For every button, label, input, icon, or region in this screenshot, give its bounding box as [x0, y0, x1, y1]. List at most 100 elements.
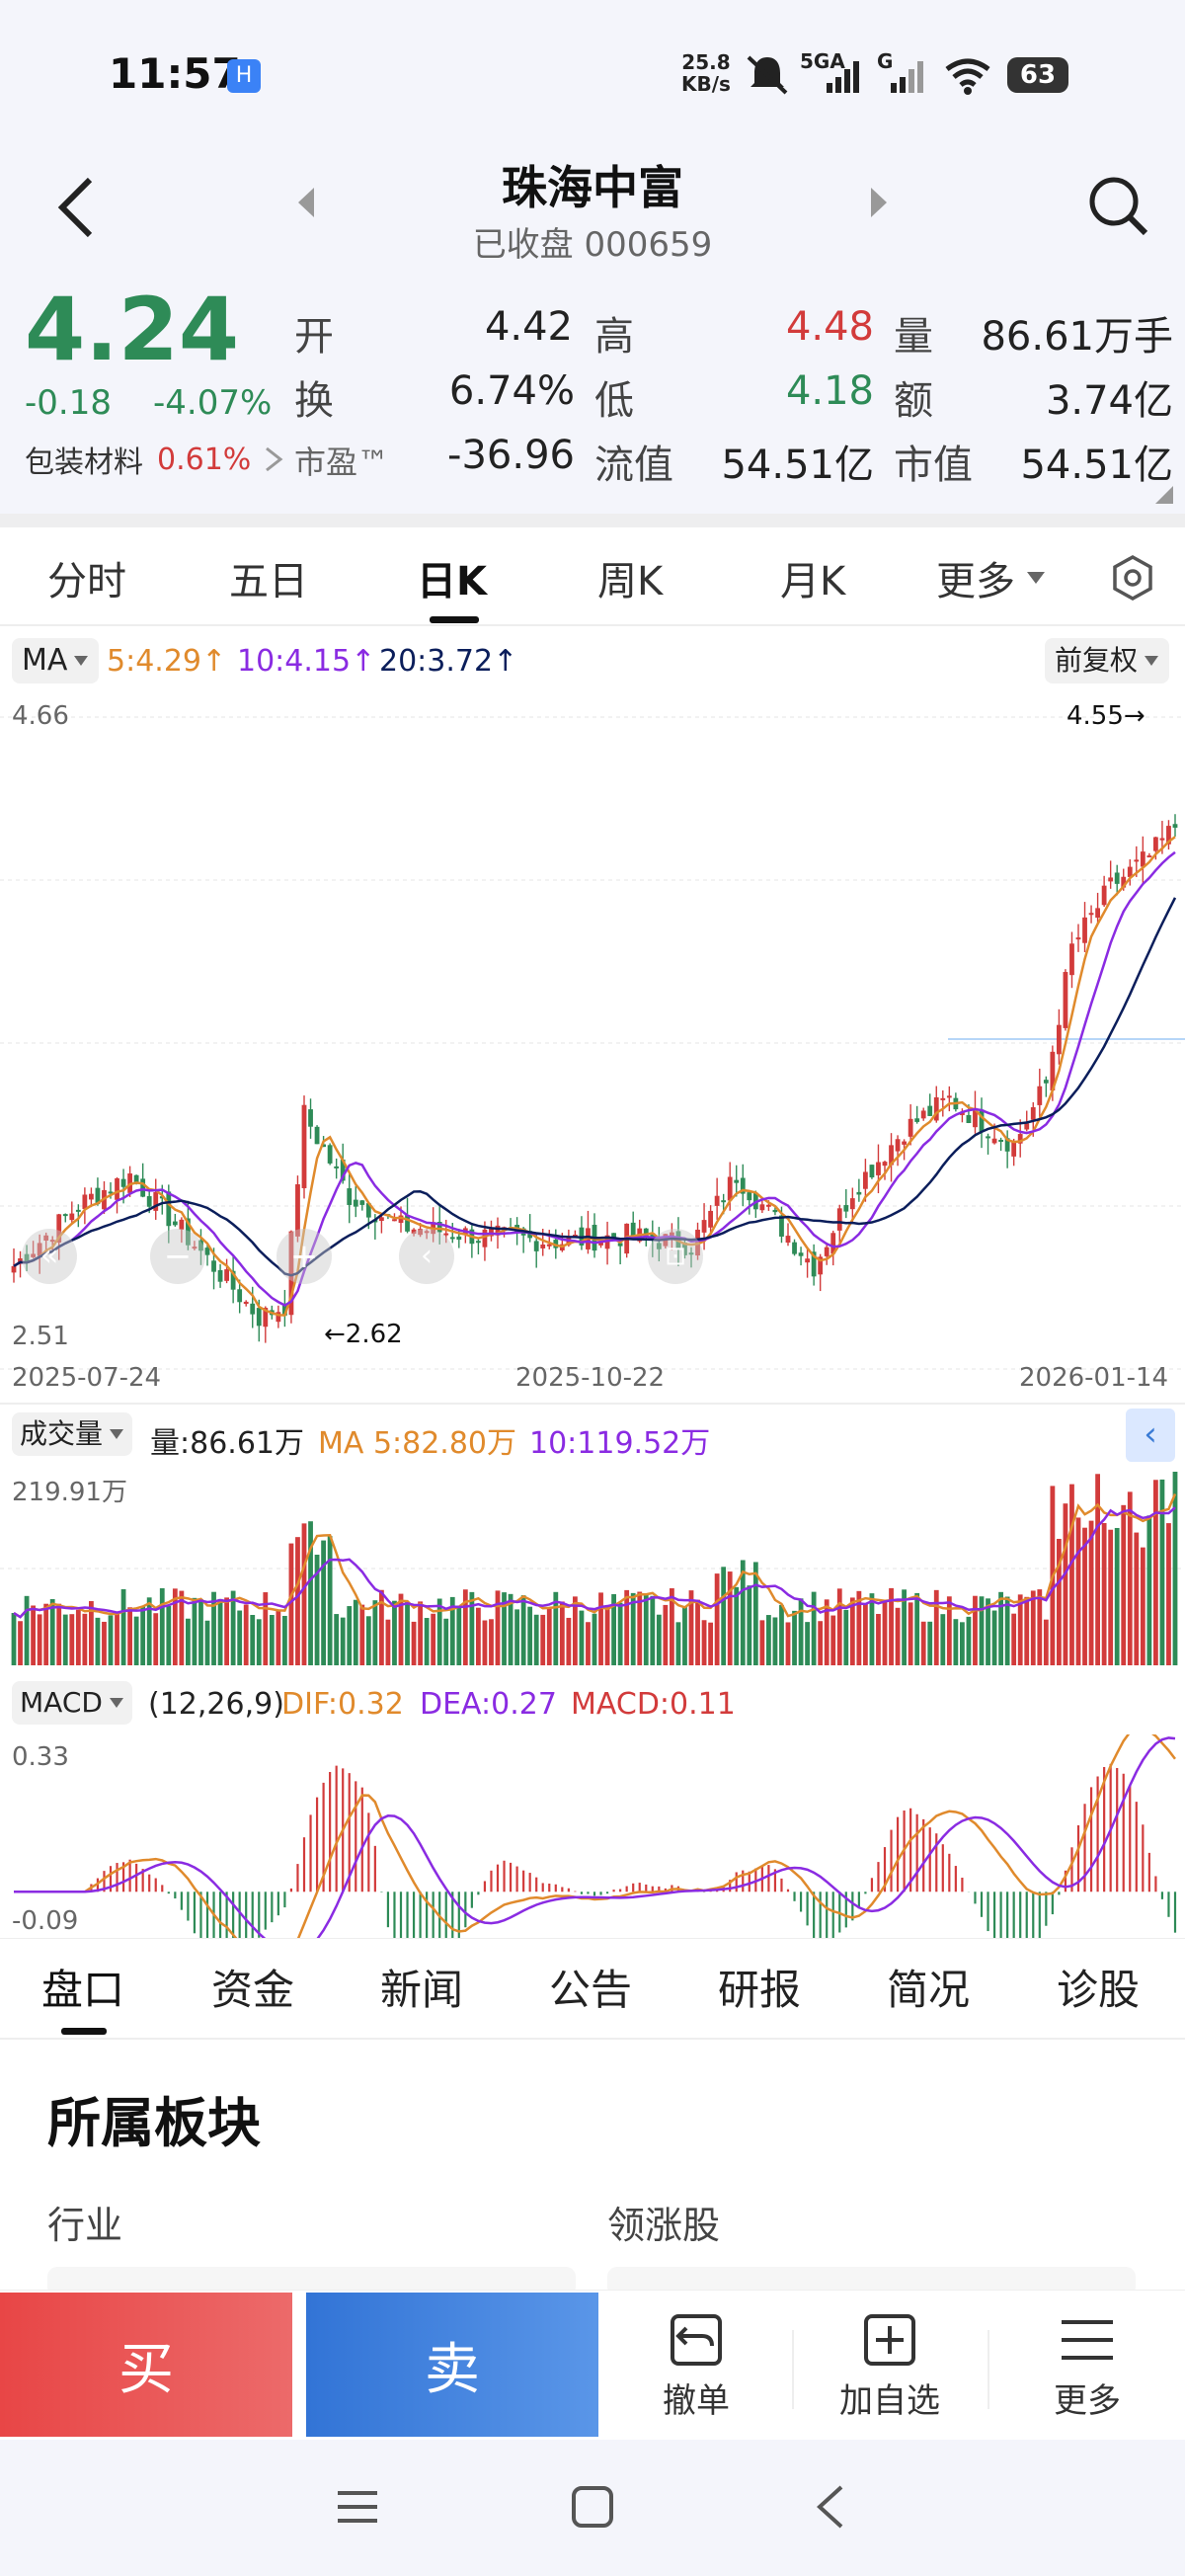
- candle-body: [973, 1107, 978, 1128]
- volume-chart[interactable]: [0, 1458, 1185, 1675]
- candle-body: [553, 1240, 559, 1248]
- tab-funds[interactable]: 资金: [211, 1966, 295, 2014]
- expand-corner-icon[interactable]: [1155, 486, 1173, 504]
- tab-intraday[interactable]: 分时: [47, 559, 126, 604]
- volume-bar: [353, 1599, 358, 1665]
- search-icon[interactable]: [1086, 174, 1151, 239]
- candlestick-chart[interactable]: [0, 697, 1185, 1409]
- macd-bar-value: MACD:0.11: [571, 1687, 736, 1722]
- adjust-selector[interactable]: 前复权: [1045, 638, 1170, 684]
- candle-body: [489, 1228, 494, 1237]
- back-icon[interactable]: [54, 176, 98, 239]
- volume-bar: [559, 1601, 565, 1665]
- volume-bar: [295, 1537, 300, 1665]
- macd-selector[interactable]: MACD: [12, 1681, 132, 1725]
- scroll-left-button[interactable]: ‹: [399, 1229, 454, 1284]
- collapse-panel-button[interactable]: ‹: [1126, 1409, 1175, 1462]
- recent-apps-icon[interactable]: [336, 2485, 379, 2529]
- candle-body: [95, 1187, 101, 1205]
- candle-body: [1069, 943, 1074, 976]
- sell-button[interactable]: 卖: [306, 2293, 598, 2437]
- candle-body: [146, 1196, 152, 1207]
- market-cap-label: 市值: [894, 443, 973, 488]
- sector-link[interactable]: 包装材料 0.61%: [25, 438, 286, 481]
- volume-bar: [334, 1614, 340, 1665]
- ma10-text: 10:4.15: [237, 644, 352, 679]
- buy-button[interactable]: 买: [0, 2293, 292, 2437]
- candle-body: [31, 1253, 36, 1257]
- tab-daily-k[interactable]: 日K: [417, 559, 487, 604]
- candle-body: [424, 1231, 430, 1234]
- low-marker: ←2.62: [324, 1320, 403, 1349]
- ma-selector[interactable]: MA: [12, 638, 100, 684]
- candle-body: [1159, 838, 1165, 841]
- ma-label: MA: [22, 643, 68, 678]
- candle-body: [120, 1178, 126, 1187]
- nav-back-icon[interactable]: [812, 2483, 847, 2531]
- ma10-line: [13, 850, 1176, 1307]
- tab-more[interactable]: 更多: [936, 549, 1047, 606]
- volume-bar: [211, 1591, 216, 1665]
- candle-body: [263, 1308, 269, 1328]
- candle-body: [998, 1139, 1003, 1142]
- volume-bar: [1121, 1504, 1127, 1665]
- candle-body: [966, 1114, 972, 1123]
- volume-bar: [856, 1590, 862, 1665]
- home-icon[interactable]: [571, 2485, 614, 2529]
- candle-body: [1134, 859, 1140, 862]
- volume-selector[interactable]: 成交量: [12, 1412, 133, 1456]
- reset-view-button[interactable]: ⊡: [648, 1229, 703, 1284]
- tab-research[interactable]: 研报: [718, 1966, 802, 2014]
- candle-body: [876, 1162, 881, 1175]
- volume-bar: [392, 1600, 397, 1665]
- tab-announcements[interactable]: 公告: [549, 1966, 633, 2014]
- scroll-start-button[interactable]: «: [22, 1229, 77, 1284]
- tab-handicap[interactable]: 盘口: [41, 1966, 125, 2014]
- stock-name: 珠海中富: [502, 161, 683, 214]
- candle-body: [405, 1215, 410, 1232]
- volume-bar: [953, 1619, 959, 1665]
- volume-bar: [811, 1591, 817, 1665]
- zoom-in-button[interactable]: +: [276, 1229, 332, 1284]
- next-stock-icon[interactable]: [867, 186, 891, 219]
- speed-unit: KB/s: [681, 72, 731, 96]
- candle-body: [1121, 876, 1127, 888]
- tab-diagnosis[interactable]: 诊股: [1057, 1966, 1141, 2014]
- candle-body: [82, 1194, 88, 1210]
- tab-profile[interactable]: 简况: [887, 1966, 971, 2014]
- candle-body: [734, 1179, 740, 1183]
- candle-body: [379, 1217, 384, 1222]
- tab-monthly-k[interactable]: 月K: [780, 559, 846, 604]
- cancel-order-button[interactable]: 撤单: [632, 2310, 760, 2422]
- open-value: 4.42: [484, 304, 573, 350]
- more-button[interactable]: 更多: [1023, 2310, 1151, 2422]
- volume-bar: [347, 1606, 353, 1665]
- tab-five-day[interactable]: 五日: [229, 559, 308, 604]
- volume-bar: [1082, 1527, 1087, 1665]
- volume-bar: [43, 1603, 49, 1665]
- volume-bar: [643, 1594, 649, 1665]
- candle-body: [243, 1301, 249, 1305]
- volume-axis-max: 219.91万: [12, 1478, 127, 1507]
- leading-stock-label: 领涨股: [607, 2204, 721, 2247]
- high-marker: 4.55→: [1066, 701, 1146, 731]
- prev-stock-icon[interactable]: [294, 186, 318, 219]
- caret-down-icon: [1145, 656, 1159, 666]
- tab-weekly-k[interactable]: 周K: [597, 559, 664, 604]
- high-value: 4.48: [785, 304, 874, 350]
- volume-bar: [301, 1523, 307, 1665]
- settings-icon[interactable]: [1108, 553, 1157, 603]
- candle-body: [237, 1289, 243, 1303]
- candle-body: [179, 1219, 185, 1230]
- candle-body: [573, 1235, 578, 1238]
- zoom-out-button[interactable]: −: [150, 1229, 205, 1284]
- volume-bar: [1166, 1523, 1171, 1665]
- volume-bar: [269, 1615, 275, 1665]
- volume-current: 量:86.61万: [150, 1426, 304, 1461]
- macd-chart[interactable]: [0, 1734, 1185, 1938]
- ma-legend: MA 5:4.29↑ 10:4.15↑ 20:3.72↑ 前复权: [0, 632, 1185, 697]
- tab-news[interactable]: 新闻: [380, 1966, 464, 2014]
- volume-bar: [49, 1599, 55, 1665]
- add-watchlist-button[interactable]: 加自选: [826, 2310, 954, 2422]
- candle-body: [1075, 937, 1081, 940]
